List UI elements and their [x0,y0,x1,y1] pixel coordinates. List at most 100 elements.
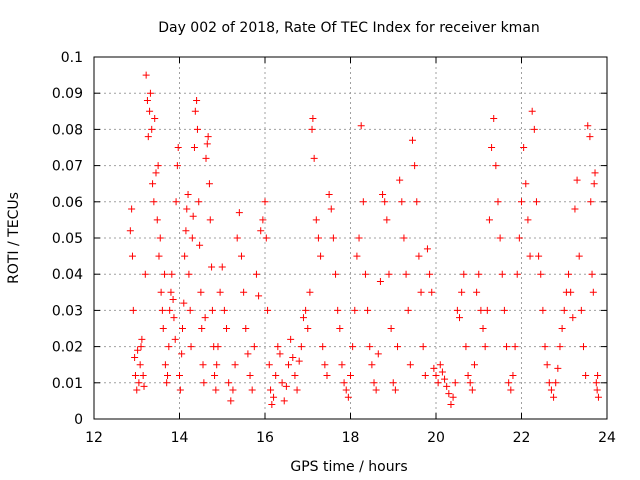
data-point [567,288,575,296]
data-point [201,314,209,322]
data-point [278,379,286,387]
data-point [131,353,139,361]
x-tick-label: 22 [513,430,531,446]
data-point [430,364,438,372]
data-point [171,335,179,343]
data-point [398,198,406,206]
data-point [240,288,248,296]
data-point [479,325,487,332]
data-point [191,107,199,115]
data-point [524,216,532,224]
data-point [297,343,305,351]
data-point [379,191,387,199]
data-point [274,343,282,351]
y-tick-label: 0.09 [52,86,83,102]
data-point [250,343,258,351]
data-point [196,241,204,249]
data-point [193,96,201,104]
data-point [208,306,216,314]
data-point [158,306,166,314]
data-point [173,162,181,170]
data-point [148,125,156,133]
y-axis-label: ROTI / TECUs [6,192,22,284]
data-point [187,343,195,351]
data-point [302,306,310,314]
data-point [142,71,150,79]
data-point [126,227,134,235]
data-point [428,288,436,296]
data-point [137,343,145,351]
data-points [126,71,602,409]
data-point [522,180,530,188]
data-point [180,299,188,307]
y-tick-label: 0.07 [52,159,83,175]
data-point [338,361,346,369]
data-point [178,325,186,332]
data-point [242,325,250,332]
data-point [547,386,555,394]
data-point [584,122,592,130]
data-point [451,379,459,387]
data-point [582,372,590,380]
data-point [190,144,198,151]
data-point [150,198,158,206]
data-point [490,115,498,123]
data-point [391,386,399,394]
x-tick-label: 12 [85,430,103,446]
data-point [152,169,160,177]
data-point [509,372,517,380]
data-point [128,252,136,260]
data-point [235,209,243,217]
data-point [535,252,543,260]
data-point [349,343,357,351]
data-point [537,270,545,278]
data-point [520,144,528,151]
data-point [193,125,201,133]
y-tick-label: 0.04 [52,267,83,283]
data-point [594,393,602,401]
data-point [347,372,354,380]
data-point [488,144,496,151]
y-tick-label: 0.03 [52,303,83,319]
data-point [376,277,384,285]
data-point [558,325,566,332]
data-point [571,205,579,213]
data-point [325,191,333,199]
data-point [374,350,382,358]
data-point [261,198,269,206]
data-point [198,325,206,332]
data-point [530,125,538,133]
data-point [402,270,410,278]
data-point [248,386,256,394]
data-point [590,180,598,188]
data-point [178,350,186,358]
data-point [361,270,369,278]
data-point [174,144,182,151]
data-point [312,216,320,224]
data-point [357,122,365,130]
data-point [554,364,562,372]
x-tick-label: 16 [256,430,274,446]
data-point [526,252,534,260]
data-point [545,379,553,387]
data-point [168,270,176,278]
data-point [381,198,389,206]
data-point [466,379,474,387]
y-tick-label: 0.05 [52,231,83,247]
data-point [432,372,440,380]
data-point [182,227,190,235]
data-point [136,361,144,369]
data-point [481,343,489,351]
data-point [321,361,329,369]
data-point [336,325,344,332]
data-point [511,343,519,351]
data-point [366,343,374,351]
data-point [140,382,148,390]
data-point [252,270,260,278]
data-point [423,245,431,253]
data-point [436,361,444,369]
data-point [473,288,481,296]
data-point [441,375,449,383]
y-tick-label: 0.08 [52,122,83,138]
data-point [340,379,348,387]
